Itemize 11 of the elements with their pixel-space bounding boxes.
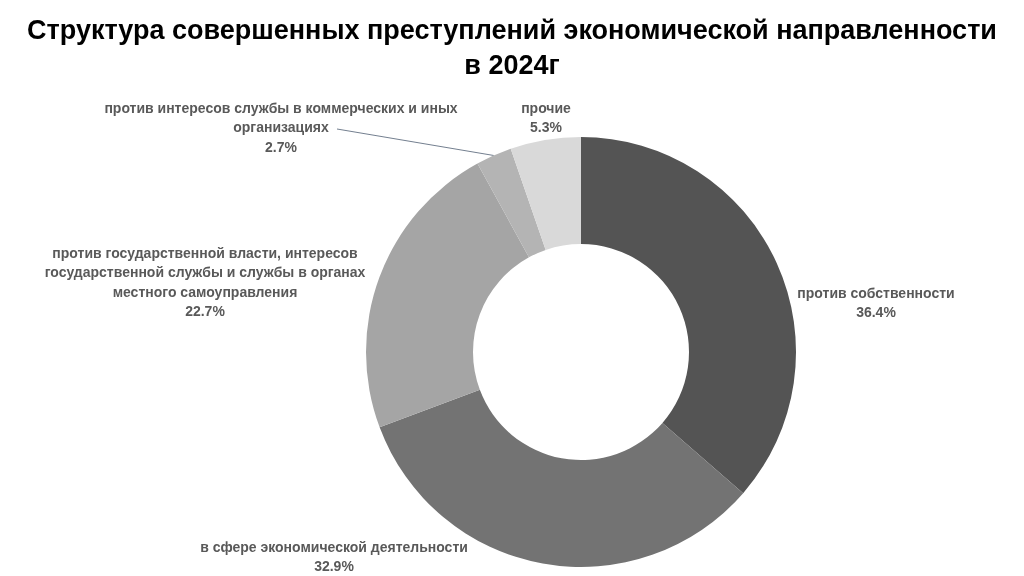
slice-label: против интересов службы в коммерческих и иных организациях xyxy=(104,99,458,136)
data-label: 22.7% xyxy=(185,303,226,320)
slice-label: в сфере экономической деятельности xyxy=(200,538,468,555)
data-label: 2.7% xyxy=(265,138,298,155)
chart-title: Структура совершенных преступлений экономической направленности в 2024г xyxy=(27,14,997,80)
data-label: 36.4% xyxy=(856,304,897,321)
slice-label: прочие xyxy=(521,99,572,116)
data-label: 32.9% xyxy=(314,558,355,575)
slice-label: против государственной власти, интересов государственной службы и службы в органах местного самоуправления xyxy=(44,244,366,300)
data-label: 5.3% xyxy=(530,119,563,136)
slice-label: против собственности xyxy=(797,284,955,301)
